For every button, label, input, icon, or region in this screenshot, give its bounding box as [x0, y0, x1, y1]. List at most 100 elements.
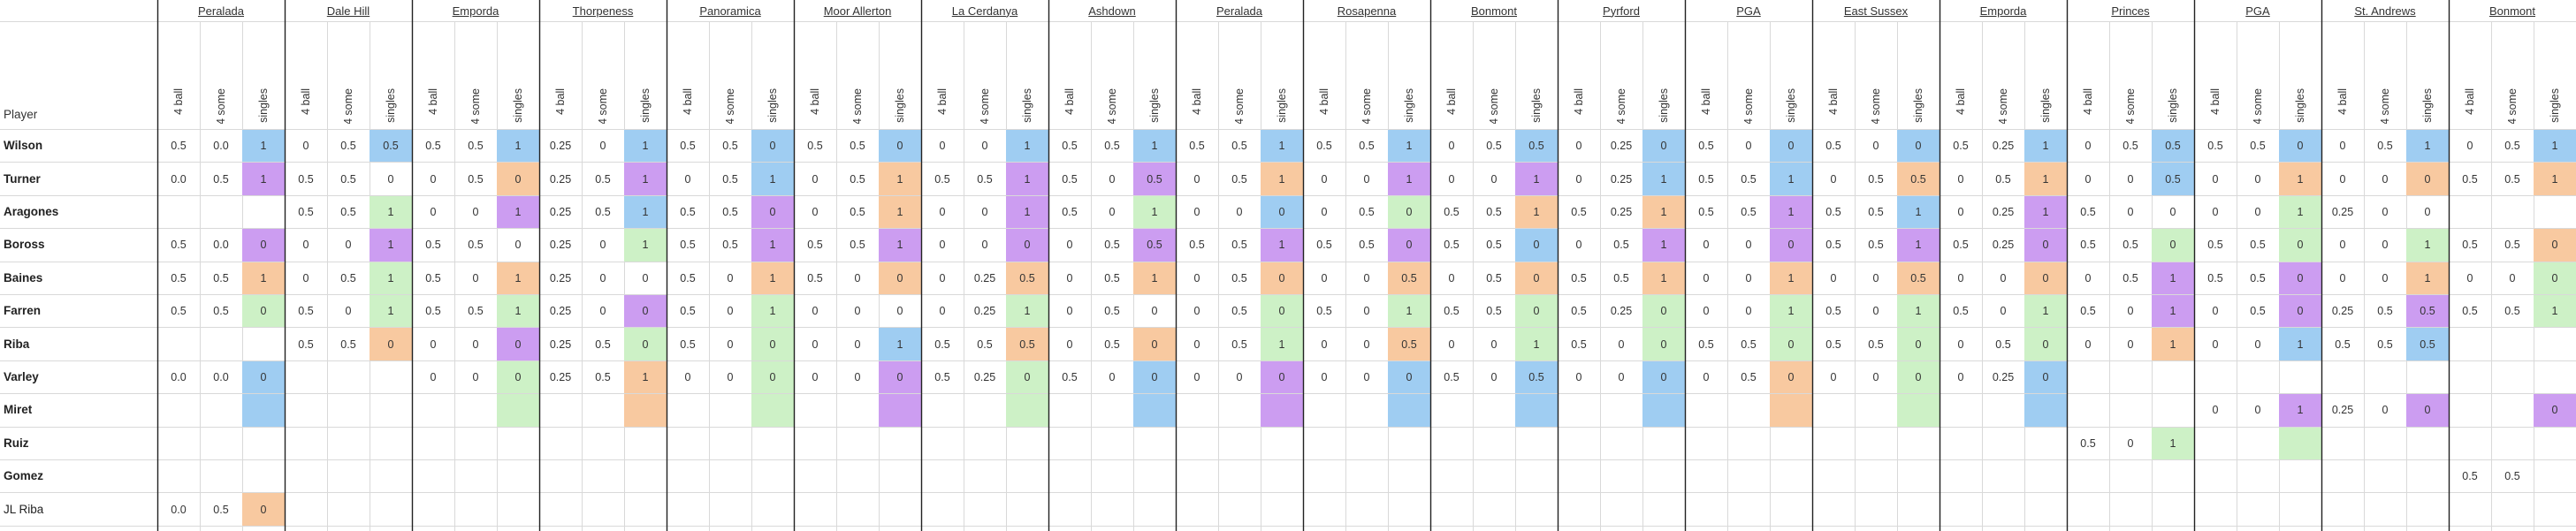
- score-cell[interactable]: 0.5: [171, 305, 187, 318]
- score-cell[interactable]: 0: [1490, 172, 1498, 186]
- score-cell[interactable]: 0.5: [1953, 305, 1969, 318]
- score-cell[interactable]: 0.25: [549, 338, 572, 351]
- score-cell[interactable]: 1: [2152, 262, 2194, 294]
- score-cell[interactable]: 0: [302, 140, 309, 153]
- score-cell[interactable]: 0.5: [850, 172, 865, 186]
- score-cell[interactable]: 0: [1109, 205, 1116, 218]
- course-header[interactable]: PGA: [1736, 4, 1761, 18]
- score-cell[interactable]: 0.5: [2250, 140, 2266, 153]
- score-cell[interactable]: 0: [727, 271, 734, 284]
- player-name[interactable]: Boross: [4, 238, 45, 252]
- score-cell[interactable]: 0.5: [1515, 130, 1558, 163]
- course-header[interactable]: Rosapenna: [1337, 4, 1397, 18]
- score-cell[interactable]: 0.5: [2250, 239, 2266, 252]
- score-cell[interactable]: 1: [1897, 229, 1940, 262]
- score-cell[interactable]: 0.5: [1062, 205, 1078, 218]
- score-cell[interactable]: 0: [1388, 195, 1430, 229]
- score-cell[interactable]: 1: [1515, 195, 1558, 229]
- score-cell[interactable]: 0.5: [1133, 163, 1176, 195]
- score-cell[interactable]: 0.25: [973, 271, 996, 284]
- score-cell[interactable]: [497, 394, 539, 427]
- score-cell[interactable]: 0: [1703, 239, 1710, 252]
- score-cell[interactable]: 0.5: [722, 172, 738, 186]
- score-cell[interactable]: 0: [812, 172, 819, 186]
- score-cell[interactable]: 0.25: [549, 305, 572, 318]
- score-cell[interactable]: 0: [242, 229, 285, 262]
- score-cell[interactable]: 0: [1515, 262, 1558, 294]
- score-cell[interactable]: 1: [370, 295, 412, 328]
- score-cell[interactable]: 1: [370, 262, 412, 294]
- score-cell[interactable]: 1: [242, 262, 285, 294]
- score-cell[interactable]: 0.5: [1868, 172, 1884, 186]
- score-cell[interactable]: 0: [430, 172, 437, 186]
- score-cell[interactable]: 1: [1261, 328, 1303, 360]
- course-header[interactable]: Moor Allerton: [823, 4, 892, 18]
- score-cell[interactable]: 0.5: [1231, 239, 1247, 252]
- score-cell[interactable]: 0: [2212, 172, 2219, 186]
- score-cell[interactable]: 0.5: [1231, 271, 1247, 284]
- score-cell[interactable]: 0.5: [1133, 229, 1176, 262]
- course-header[interactable]: PGA: [2245, 4, 2270, 18]
- score-cell[interactable]: 0.5: [2462, 305, 2478, 318]
- score-cell[interactable]: 0: [1448, 338, 1455, 351]
- course-header[interactable]: Panoramica: [699, 4, 761, 18]
- score-cell[interactable]: 0: [2406, 163, 2449, 195]
- score-cell[interactable]: 0: [497, 328, 539, 360]
- score-cell[interactable]: 0: [2084, 271, 2092, 284]
- score-cell[interactable]: 0: [514, 239, 522, 252]
- score-cell[interactable]: 0: [1745, 140, 1752, 153]
- score-cell[interactable]: 0.5: [1613, 271, 1629, 284]
- score-cell[interactable]: 0: [981, 239, 988, 252]
- score-cell[interactable]: 0: [2534, 262, 2576, 294]
- score-cell[interactable]: 0: [2024, 229, 2067, 262]
- score-cell[interactable]: 0: [2466, 140, 2473, 153]
- score-cell[interactable]: 0.5: [1486, 140, 1502, 153]
- score-cell[interactable]: 0: [1830, 172, 1837, 186]
- score-cell[interactable]: 1: [1388, 163, 1430, 195]
- score-cell[interactable]: 0: [1957, 271, 1964, 284]
- score-cell[interactable]: 0.5: [425, 140, 441, 153]
- score-cell[interactable]: 0: [1745, 271, 1752, 284]
- score-cell[interactable]: 0.5: [1231, 305, 1247, 318]
- score-cell[interactable]: 0: [624, 295, 667, 328]
- score-cell[interactable]: 0.5: [1825, 205, 1841, 218]
- score-cell[interactable]: 0: [1490, 370, 1498, 383]
- score-cell[interactable]: 1: [624, 195, 667, 229]
- score-cell[interactable]: 0.5: [1953, 239, 1969, 252]
- score-cell[interactable]: 0.5: [595, 172, 611, 186]
- score-cell[interactable]: 0.5: [2080, 436, 2096, 450]
- score-cell[interactable]: 0: [1770, 328, 1812, 360]
- score-cell[interactable]: 0.5: [2207, 140, 2223, 153]
- course-header[interactable]: St. Andrews: [2354, 4, 2416, 18]
- score-cell[interactable]: 0: [1957, 205, 1964, 218]
- score-cell[interactable]: 0: [2024, 360, 2067, 394]
- score-cell[interactable]: 0: [430, 205, 437, 218]
- score-cell[interactable]: 0.0: [213, 140, 229, 153]
- score-cell[interactable]: 0: [1872, 305, 1879, 318]
- score-cell[interactable]: 0: [2279, 229, 2321, 262]
- score-cell[interactable]: 0.5: [934, 338, 950, 351]
- score-cell[interactable]: 0.5: [370, 130, 412, 163]
- score-cell[interactable]: 0: [2212, 404, 2219, 417]
- score-cell[interactable]: 0: [1066, 305, 1073, 318]
- score-cell[interactable]: 0: [599, 271, 606, 284]
- score-cell[interactable]: 0: [2084, 140, 2092, 153]
- score-cell[interactable]: 0.5: [1359, 239, 1375, 252]
- score-cell[interactable]: 0: [1321, 338, 1328, 351]
- score-cell[interactable]: 1: [370, 229, 412, 262]
- score-cell[interactable]: 0: [1363, 338, 1370, 351]
- score-cell[interactable]: 0.5: [468, 172, 484, 186]
- score-cell[interactable]: 1: [1261, 163, 1303, 195]
- score-cell[interactable]: 0.5: [2250, 271, 2266, 284]
- score-cell[interactable]: 0.25: [549, 239, 572, 252]
- score-cell[interactable]: 0.25: [1992, 370, 2015, 383]
- score-cell[interactable]: 0.5: [1231, 338, 1247, 351]
- score-cell[interactable]: 0.5: [1231, 172, 1247, 186]
- score-cell[interactable]: 0.5: [1698, 205, 1714, 218]
- score-cell[interactable]: 0: [1515, 229, 1558, 262]
- score-cell[interactable]: 0.5: [1825, 338, 1841, 351]
- score-cell[interactable]: 1: [2279, 163, 2321, 195]
- score-cell[interactable]: 0.5: [1613, 239, 1629, 252]
- score-cell[interactable]: [1006, 394, 1048, 427]
- score-cell[interactable]: 0: [1193, 338, 1200, 351]
